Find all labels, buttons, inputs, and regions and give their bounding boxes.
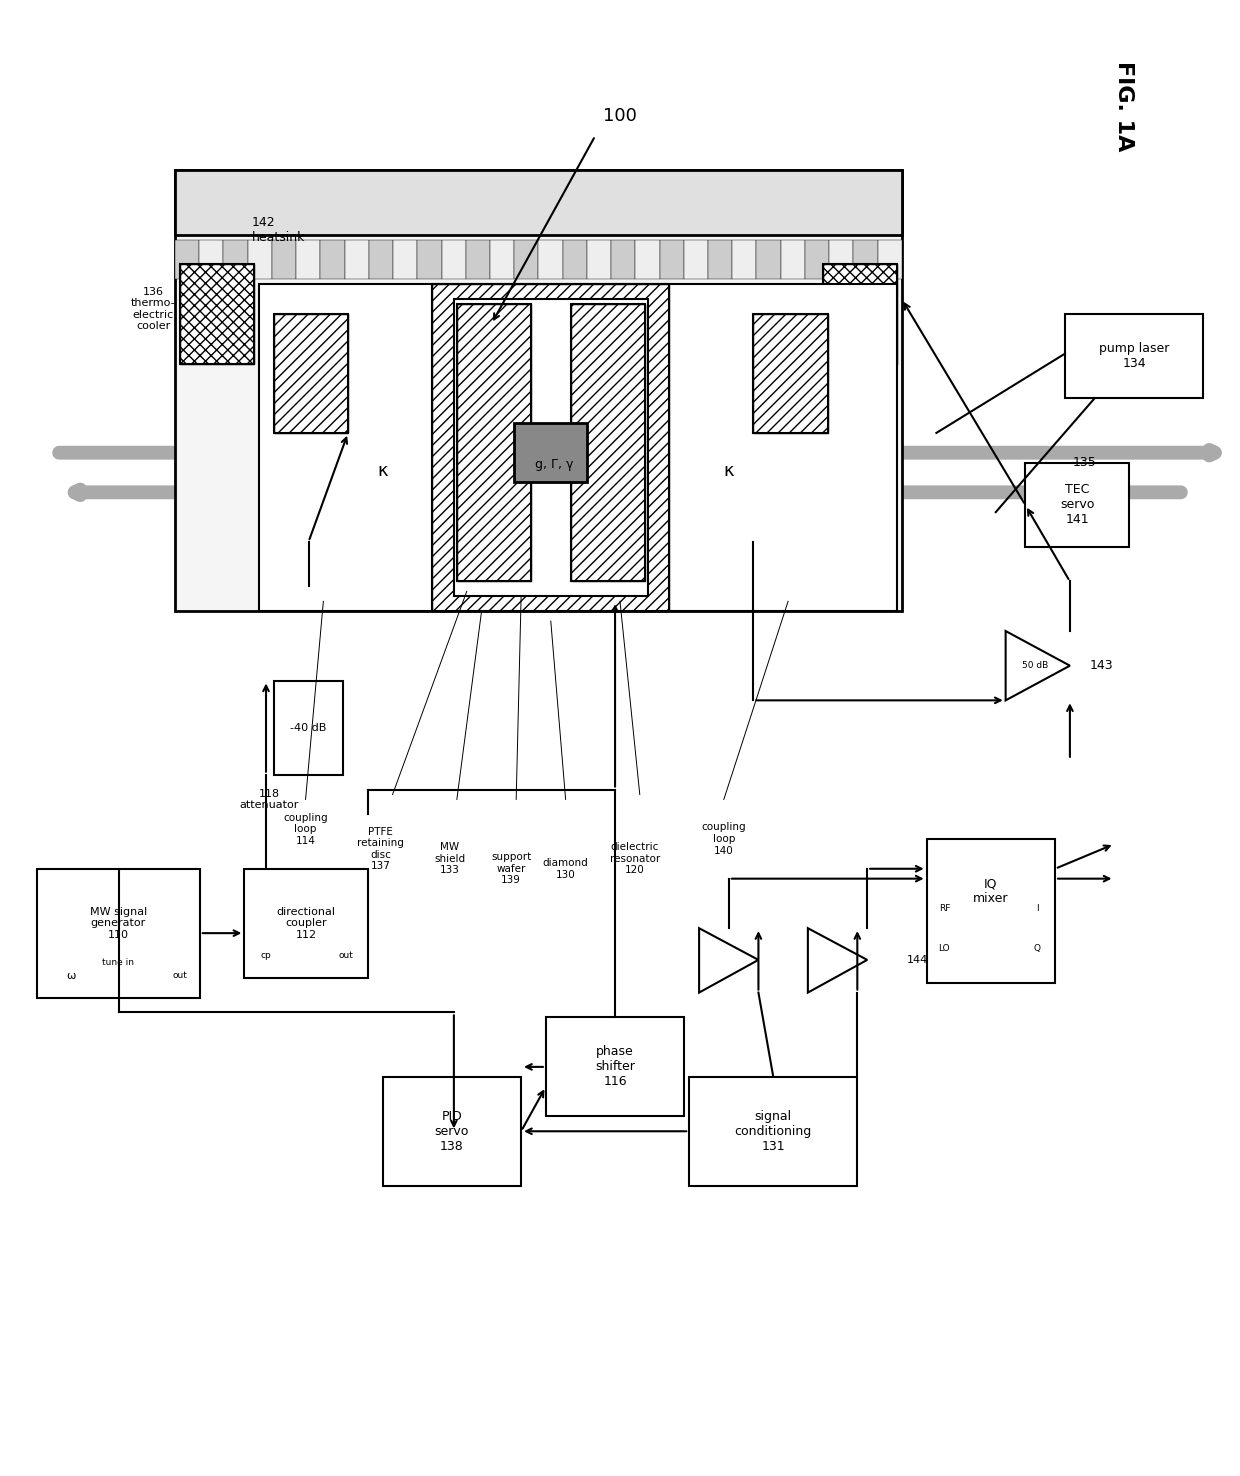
Bar bbox=[926, 838, 1055, 983]
Text: directional
coupler
112: directional coupler 112 bbox=[277, 906, 336, 940]
Text: coupling
loop
140: coupling loop 140 bbox=[702, 822, 746, 856]
Bar bbox=[432, 285, 670, 611]
Text: 100: 100 bbox=[603, 106, 637, 125]
Text: -40 dB: -40 dB bbox=[290, 723, 326, 732]
Text: MW
shield
133: MW shield 133 bbox=[434, 843, 465, 875]
Bar bbox=[708, 239, 733, 279]
Text: FIG. 1A: FIG. 1A bbox=[1115, 61, 1135, 151]
Bar bbox=[781, 239, 805, 279]
Text: 135: 135 bbox=[1073, 456, 1096, 469]
Bar bbox=[466, 239, 490, 279]
Bar bbox=[441, 239, 466, 279]
Bar bbox=[822, 264, 897, 363]
Text: LO: LO bbox=[939, 943, 950, 952]
Text: dielectric
resonator
120: dielectric resonator 120 bbox=[610, 843, 660, 875]
Bar bbox=[175, 170, 901, 235]
Bar bbox=[683, 239, 708, 279]
Bar bbox=[587, 239, 611, 279]
Text: κ: κ bbox=[723, 462, 734, 480]
Bar bbox=[733, 239, 756, 279]
Bar bbox=[274, 680, 343, 775]
Bar bbox=[418, 239, 441, 279]
Bar bbox=[830, 239, 853, 279]
Text: TEC
servo
141: TEC servo 141 bbox=[1060, 483, 1095, 527]
Bar bbox=[175, 239, 200, 279]
Text: RF: RF bbox=[939, 903, 950, 912]
Text: 50 dB: 50 dB bbox=[1022, 661, 1049, 670]
Bar bbox=[570, 304, 645, 582]
Bar bbox=[1065, 314, 1203, 399]
Polygon shape bbox=[1006, 632, 1070, 700]
Text: out: out bbox=[339, 952, 353, 961]
Text: PTFE
retaining
disc
137: PTFE retaining disc 137 bbox=[357, 827, 404, 871]
Text: IQ
mixer: IQ mixer bbox=[973, 877, 1008, 905]
Bar bbox=[754, 314, 827, 432]
Bar bbox=[456, 304, 531, 582]
Bar bbox=[546, 1017, 684, 1116]
Bar bbox=[274, 314, 348, 432]
Bar bbox=[432, 285, 670, 611]
Text: out: out bbox=[172, 971, 187, 980]
Bar bbox=[383, 1077, 521, 1185]
Bar bbox=[515, 239, 538, 279]
Bar bbox=[248, 239, 272, 279]
Text: 118
attenuator: 118 attenuator bbox=[239, 788, 299, 810]
Bar bbox=[37, 869, 200, 998]
Bar bbox=[454, 300, 647, 596]
Polygon shape bbox=[699, 928, 759, 992]
Bar bbox=[320, 239, 345, 279]
Text: tune in: tune in bbox=[102, 958, 134, 967]
Bar bbox=[756, 239, 781, 279]
Bar bbox=[570, 304, 645, 582]
Bar bbox=[635, 239, 660, 279]
Bar bbox=[563, 239, 587, 279]
Bar bbox=[878, 239, 901, 279]
Bar bbox=[180, 264, 254, 363]
Text: coupling
loop
114: coupling loop 114 bbox=[283, 812, 327, 846]
Bar bbox=[259, 285, 897, 611]
Bar bbox=[515, 424, 588, 483]
Bar bbox=[368, 239, 393, 279]
Bar bbox=[175, 170, 901, 611]
Text: signal
conditioning
131: signal conditioning 131 bbox=[734, 1110, 812, 1153]
Bar bbox=[296, 239, 320, 279]
Bar bbox=[660, 239, 683, 279]
Text: κ: κ bbox=[377, 462, 388, 480]
Bar bbox=[754, 314, 827, 432]
Bar bbox=[200, 239, 223, 279]
Text: 144: 144 bbox=[906, 955, 928, 965]
Bar bbox=[805, 239, 830, 279]
Text: MW signal
generator
110: MW signal generator 110 bbox=[89, 906, 146, 940]
Text: ω: ω bbox=[67, 971, 76, 980]
Bar bbox=[611, 239, 635, 279]
Bar bbox=[490, 239, 515, 279]
Bar bbox=[538, 239, 563, 279]
Bar bbox=[223, 239, 248, 279]
Bar bbox=[1025, 462, 1130, 546]
Bar bbox=[853, 239, 878, 279]
Text: support
wafer
139: support wafer 139 bbox=[491, 852, 532, 886]
Text: Q: Q bbox=[1034, 943, 1040, 952]
Text: PID
servo
138: PID servo 138 bbox=[435, 1110, 469, 1153]
Bar bbox=[274, 314, 348, 432]
Text: 142
heatsink: 142 heatsink bbox=[252, 215, 305, 244]
Bar bbox=[244, 869, 368, 977]
Bar bbox=[393, 239, 418, 279]
Bar bbox=[689, 1077, 857, 1185]
Text: pump laser
134: pump laser 134 bbox=[1099, 342, 1169, 370]
Bar bbox=[822, 264, 897, 363]
Text: 136
thermo-
electric
cooler: 136 thermo- electric cooler bbox=[131, 286, 176, 332]
Text: 143: 143 bbox=[1090, 660, 1114, 672]
Bar bbox=[180, 264, 254, 363]
Polygon shape bbox=[808, 928, 867, 992]
Text: diamond
130: diamond 130 bbox=[543, 858, 589, 880]
Text: cp: cp bbox=[260, 952, 272, 961]
Text: I: I bbox=[1035, 903, 1039, 912]
Bar bbox=[345, 239, 368, 279]
Bar bbox=[456, 304, 531, 582]
Text: phase
shifter
116: phase shifter 116 bbox=[595, 1045, 635, 1088]
Bar bbox=[272, 239, 296, 279]
Text: g, Γ, γ: g, Γ, γ bbox=[534, 458, 573, 471]
